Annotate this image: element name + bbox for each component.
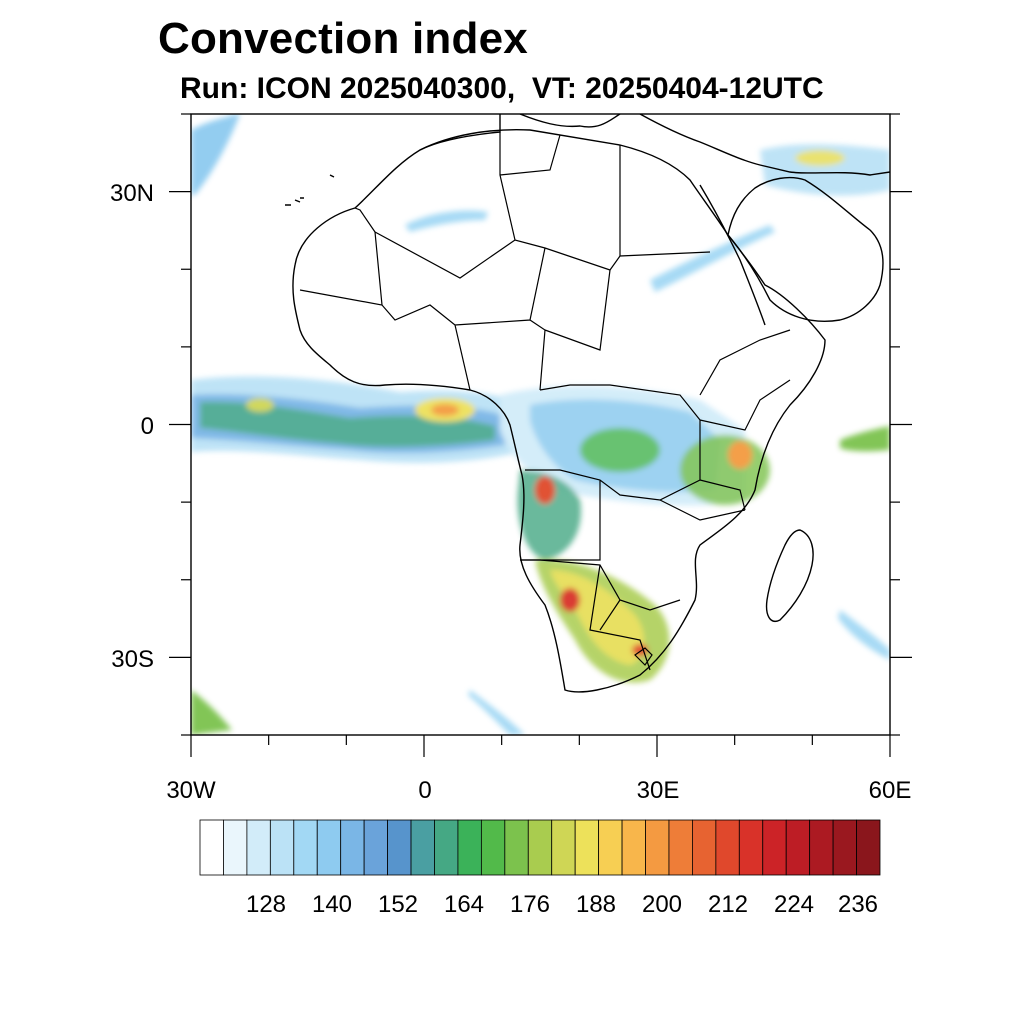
colorbar-swatch — [715, 819, 740, 876]
field-indian-ocean — [840, 426, 890, 452]
colorbar — [199, 819, 881, 876]
colorbar-swatch — [410, 819, 435, 876]
colorbar-label: 224 — [774, 891, 814, 918]
field-angola — [517, 470, 581, 560]
field-sahara-streak — [405, 210, 488, 232]
country-borders — [299, 132, 791, 671]
colorbar-swatch — [762, 819, 787, 876]
red-sea-coastline — [699, 184, 766, 326]
chart-title: Convection index — [158, 14, 528, 63]
colorbar-label: 212 — [708, 891, 748, 918]
field-namibia-hot — [560, 588, 580, 612]
colorbar-swatch — [785, 819, 811, 876]
colorbar-swatch — [809, 819, 834, 876]
colorbar-label: 176 — [510, 891, 550, 918]
colorbar-label: 140 — [312, 891, 352, 918]
colorbar-swatch — [856, 819, 881, 876]
colorbar-swatch — [621, 819, 646, 876]
field-sa-hot — [632, 644, 648, 656]
xtick-0: 0 — [418, 777, 431, 804]
field-south-atlantic — [468, 690, 525, 735]
colorbar-swatch — [692, 819, 717, 876]
colorbar-swatch — [340, 819, 365, 876]
convection-field — [191, 114, 890, 735]
chart-subtitle: Run: ICON 2025040300, VT: 20250404-12UTC — [180, 72, 824, 105]
xtick-60e: 60E — [869, 777, 912, 804]
field-sw-corner — [191, 690, 232, 735]
ytick-30n: 30N — [110, 180, 154, 207]
colorbar-swatch — [504, 819, 529, 876]
field-eastafrica — [680, 435, 770, 505]
colorbar-swatch — [480, 819, 506, 876]
colorbar-swatch — [293, 819, 318, 876]
colorbar-label: 152 — [378, 891, 418, 918]
ytick-0: 0 — [141, 413, 154, 440]
border-north — [499, 132, 621, 256]
colorbar-label: 200 — [642, 891, 682, 918]
field-ne-atlantic — [191, 114, 240, 195]
colorbar-label: 128 — [246, 891, 286, 918]
madagascar-coastline — [765, 529, 814, 622]
colorbar-label: 188 — [576, 891, 616, 918]
field-guinea-hot2 — [431, 404, 459, 416]
ytick-30s: 30S — [111, 646, 154, 673]
field-egypt-streak — [650, 225, 775, 292]
colorbar-swatch — [457, 819, 482, 876]
colorbar-swatch — [645, 819, 670, 876]
colorbar-swatch — [316, 819, 342, 876]
coastlines — [285, 114, 890, 693]
colorbar-swatch — [668, 819, 693, 876]
islands-coastline — [285, 174, 335, 206]
border-east — [699, 329, 791, 511]
border-south — [520, 499, 746, 671]
colorbar-swatch — [387, 819, 412, 876]
field-atlantic-green — [200, 401, 495, 447]
field-arabia — [760, 144, 890, 196]
arabia-coastline — [727, 176, 884, 322]
colorbar-label: 236 — [838, 891, 878, 918]
field-arabia-core — [795, 150, 845, 166]
colorbar-swatch — [598, 819, 623, 876]
field-atl-yellow — [246, 398, 274, 412]
colorbar-swatch — [223, 819, 248, 876]
colorbar-swatch — [246, 819, 271, 876]
colorbar-swatch — [832, 819, 857, 876]
border-sa-lesotho — [634, 647, 653, 666]
colorbar-swatch — [738, 819, 764, 876]
field-madagascar-sw — [838, 610, 890, 660]
field-congo-green — [580, 428, 660, 472]
colorbar-labels: 128 140 152 164 176 188 200 212 224 236 — [246, 891, 878, 918]
colorbar-swatch — [363, 819, 388, 876]
border-central — [299, 247, 611, 391]
colorbar-swatch — [527, 819, 553, 876]
field-kenya-hot — [728, 441, 752, 469]
colorbar-swatch — [269, 819, 295, 876]
colorbar-swatch — [199, 819, 224, 876]
xtick-30w: 30W — [166, 777, 216, 804]
colorbar-swatch — [434, 819, 459, 876]
colorbar-label: 164 — [444, 891, 484, 918]
field-angola-hot — [535, 476, 555, 504]
africa-coastline — [292, 128, 826, 693]
axis-ticks — [169, 113, 912, 757]
xtick-30e: 30E — [637, 777, 680, 804]
europe-coastline — [419, 114, 890, 176]
colorbar-swatch — [574, 819, 600, 876]
colorbar-swatch — [551, 819, 576, 876]
